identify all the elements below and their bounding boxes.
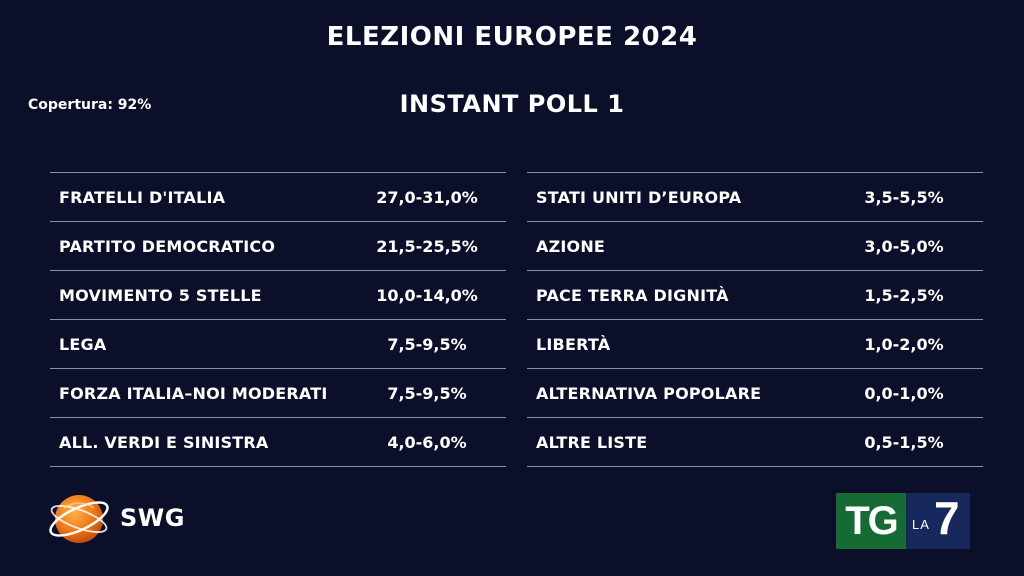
table-row: LIBERTÀ 1,0-2,0% [527,320,983,369]
la-logo-text: LA [912,517,930,532]
table-row: AZIONE 3,0-5,0% [527,222,983,271]
party-name: PARTITO DEMOCRATICO [59,236,276,256]
table-row: STATI UNITI D’EUROPA 3,5-5,5% [527,173,983,222]
coverage-label: Copertura: 92% [28,97,152,113]
poll-range: 1,0-2,0% [864,334,944,354]
poll-range: 27,0-31,0% [376,187,478,207]
poll-range: 0,5-1,5% [864,432,944,452]
table-row: PACE TERRA DIGNITÀ 1,5-2,5% [527,271,983,320]
party-name: ALL. VERDI E SINISTRA [59,432,269,452]
page-subtitle: INSTANT POLL 1 [399,90,625,118]
poll-range: 4,0-6,0% [387,432,467,452]
seven-logo-text: 7 [934,492,960,544]
table-row: LEGA 7,5-9,5% [50,320,506,369]
table-row: FORZA ITALIA–NOI MODERATI 7,5-9,5% [50,369,506,418]
swg-logo: SWG [44,488,185,548]
party-name: FORZA ITALIA–NOI MODERATI [59,383,328,403]
poll-range: 7,5-9,5% [387,334,467,354]
results-table-left: FRATELLI D'ITALIA 27,0-31,0% PARTITO DEM… [50,172,506,467]
poll-range: 7,5-9,5% [387,383,467,403]
la7-logo-box: LA 7 [906,493,970,549]
table-row: MOVIMENTO 5 STELLE 10,0-14,0% [50,271,506,320]
table-row: PARTITO DEMOCRATICO 21,5-25,5% [50,222,506,271]
globe-icon [49,495,109,543]
poll-range: 10,0-14,0% [376,285,478,305]
table-row: ALL. VERDI E SINISTRA 4,0-6,0% [50,418,506,467]
table-row: ALTRE LISTE 0,5-1,5% [527,418,983,467]
party-name: LIBERTÀ [536,334,611,354]
party-name: FRATELLI D'ITALIA [59,187,226,207]
party-name: PACE TERRA DIGNITÀ [536,285,729,305]
table-row: ALTERNATIVA POPOLARE 0,0-1,0% [527,369,983,418]
poll-range: 1,5-2,5% [864,285,944,305]
party-name: LEGA [59,334,107,354]
page-title: ELEZIONI EUROPEE 2024 [326,22,698,52]
poll-range: 21,5-25,5% [376,236,478,256]
poll-range: 3,0-5,0% [864,236,944,256]
party-name: AZIONE [536,236,606,256]
party-name: MOVIMENTO 5 STELLE [59,285,262,305]
poll-range: 3,5-5,5% [864,187,944,207]
swg-logo-text: SWG [120,504,185,532]
tg-la7-logo: TG LA 7 [836,493,970,549]
party-name: STATI UNITI D’EUROPA [536,187,742,207]
party-name: ALTRE LISTE [536,432,648,452]
tg-logo-box: TG [836,493,906,549]
table-row: FRATELLI D'ITALIA 27,0-31,0% [50,173,506,222]
party-name: ALTERNATIVA POPOLARE [536,383,762,403]
poll-range: 0,0-1,0% [864,383,944,403]
results-table-right: STATI UNITI D’EUROPA 3,5-5,5% AZIONE 3,0… [527,172,983,467]
